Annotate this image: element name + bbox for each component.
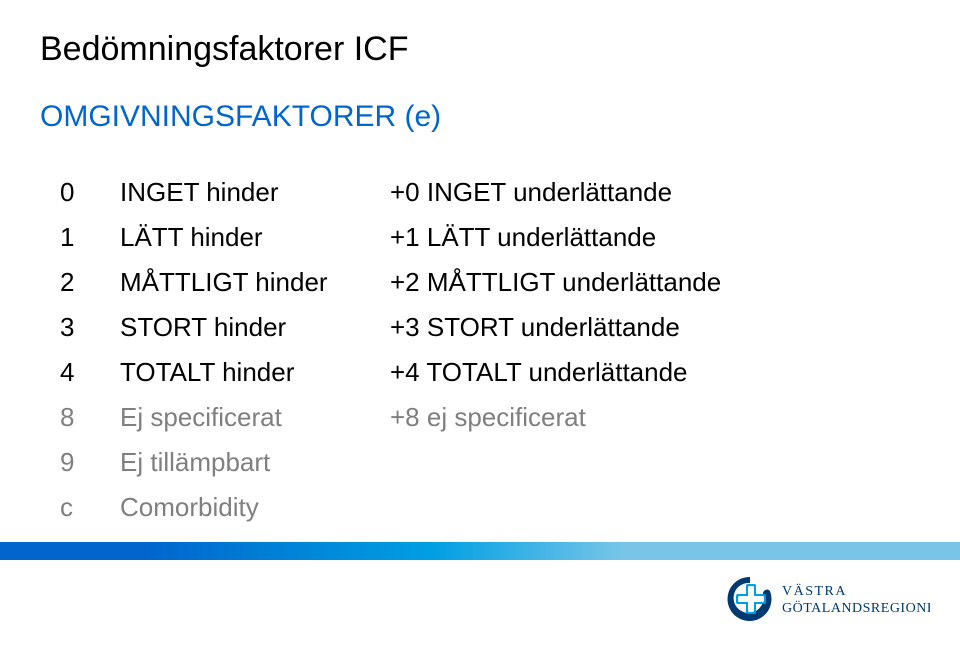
table-row: 2MÅTTLIGT hinder+2 MÅTTLIGT underlättand… <box>60 260 770 305</box>
factors-table-body: 0INGET hinder+0 INGET underlättande1LÄTT… <box>60 170 770 530</box>
brand-logo: VÄSTRA GÖTALANDSREGIONEN <box>720 570 930 625</box>
logo-text-top: VÄSTRA <box>782 582 847 599</box>
row-label: Comorbidity <box>120 485 390 530</box>
row-value: +4 TOTALT underlättande <box>390 350 770 395</box>
row-code: 9 <box>60 440 120 485</box>
row-code: 4 <box>60 350 120 395</box>
row-code: 2 <box>60 260 120 305</box>
row-value <box>390 440 770 485</box>
table-row: 4TOTALT hinder+4 TOTALT underlättande <box>60 350 770 395</box>
row-code: 8 <box>60 395 120 440</box>
table-row: cComorbidity <box>60 485 770 530</box>
footer-bar <box>0 542 960 560</box>
table-row: 3STORT hinder+3 STORT underlättande <box>60 305 770 350</box>
row-value: +0 INGET underlättande <box>390 170 770 215</box>
table-row: 8Ej specificerat+8 ej specificerat <box>60 395 770 440</box>
row-value: +3 STORT underlättande <box>390 305 770 350</box>
row-value: +8 ej specificerat <box>390 395 770 440</box>
row-code: 0 <box>60 170 120 215</box>
row-code: 3 <box>60 305 120 350</box>
row-code: 1 <box>60 215 120 260</box>
page-subtitle: OMGIVNINGSFAKTORER (e) <box>40 100 441 134</box>
row-value: +1 LÄTT underlättande <box>390 215 770 260</box>
row-label: LÄTT hinder <box>120 215 390 260</box>
page-title: Bedömningsfaktorer ICF <box>40 30 409 69</box>
logo-text-bot: GÖTALANDSREGIONEN <box>782 599 930 616</box>
row-label: MÅTTLIGT hinder <box>120 260 390 305</box>
table-row: 0INGET hinder+0 INGET underlättande <box>60 170 770 215</box>
row-label: Ej tillämpbart <box>120 440 390 485</box>
row-label: STORT hinder <box>120 305 390 350</box>
table-row: 1LÄTT hinder+1 LÄTT underlättande <box>60 215 770 260</box>
row-value <box>390 485 770 530</box>
row-value: +2 MÅTTLIGT underlättande <box>390 260 770 305</box>
factors-table: 0INGET hinder+0 INGET underlättande1LÄTT… <box>60 170 770 530</box>
row-label: Ej specificerat <box>120 395 390 440</box>
row-label: TOTALT hinder <box>120 350 390 395</box>
table-row: 9Ej tillämpbart <box>60 440 770 485</box>
row-code: c <box>60 485 120 530</box>
row-label: INGET hinder <box>120 170 390 215</box>
